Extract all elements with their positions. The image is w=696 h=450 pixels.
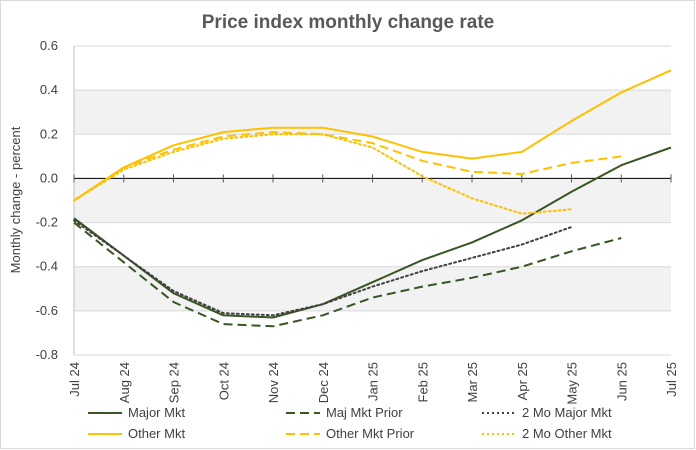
x-tick-labels: Jul 24 Aug 24 Sep 24 Oct 24 Nov 24 Dec 24 Jan … — [67, 362, 679, 405]
x-tick-label: Apr 25 — [515, 362, 530, 400]
y-tick-label: -0.8 — [36, 347, 58, 362]
series-line-maj-mkt-prior — [73, 221, 622, 328]
plot-band — [74, 266, 671, 311]
legend-label: Major Mkt — [128, 405, 185, 420]
x-tick-label: Feb 25 — [415, 362, 430, 402]
y-tick-label: -0.6 — [36, 303, 58, 318]
series-line-2-mo-major-mkt — [73, 219, 573, 317]
series-line-2-mo-other-mkt — [73, 133, 573, 215]
x-tick-label: Jul 24 — [67, 362, 82, 397]
plot-bands — [74, 90, 671, 311]
x-tick-label: Sep 24 — [167, 362, 182, 403]
series-line-major-mkt — [73, 146, 672, 319]
y-tick-label: 0.4 — [40, 82, 58, 97]
y-axis-label: Monthly change - percent — [8, 126, 23, 273]
plot-band — [74, 178, 671, 223]
legend-label: Other Mkt — [128, 426, 185, 441]
y-tick-labels: -0.8 -0.6 -0.4 -0.2 0.0 0.2 0.4 0.6 — [36, 38, 58, 362]
x-tick-label: Aug 24 — [117, 362, 132, 403]
x-tick-label: Dec 24 — [316, 362, 331, 403]
series-line-other-mkt — [73, 69, 672, 202]
x-tick-label: Jun 25 — [614, 362, 629, 401]
legend-label: 2 Mo Other Mkt — [522, 426, 612, 441]
series-line-other-mkt-prior — [73, 131, 622, 202]
x-tick-label: Oct 24 — [216, 362, 231, 400]
x-tick-label: May 25 — [565, 362, 580, 405]
x-tick-label: Mar 25 — [465, 362, 480, 402]
legend-label: Other Mkt Prior — [326, 426, 415, 441]
x-tick-label: Nov 24 — [266, 362, 281, 403]
plot-band — [74, 90, 671, 135]
y-tick-label: -0.4 — [36, 259, 58, 274]
x-tick-label: Jan 25 — [366, 362, 381, 401]
legend: Major Mkt Maj Mkt Prior 2 Mo Major Mkt Othe… — [88, 405, 612, 441]
y-tick-label: -0.2 — [36, 215, 58, 230]
legend-label: Maj Mkt Prior — [326, 405, 403, 420]
y-tick-label: 0.2 — [40, 126, 58, 141]
y-tick-label: 0.0 — [40, 170, 58, 185]
legend-label: 2 Mo Major Mkt — [522, 405, 612, 420]
x-tick-label: Jul 25 — [664, 362, 679, 397]
chart-title: Price index monthly change rate — [202, 12, 494, 33]
series-lines — [73, 69, 672, 328]
y-tick-label: 0.6 — [40, 38, 58, 53]
